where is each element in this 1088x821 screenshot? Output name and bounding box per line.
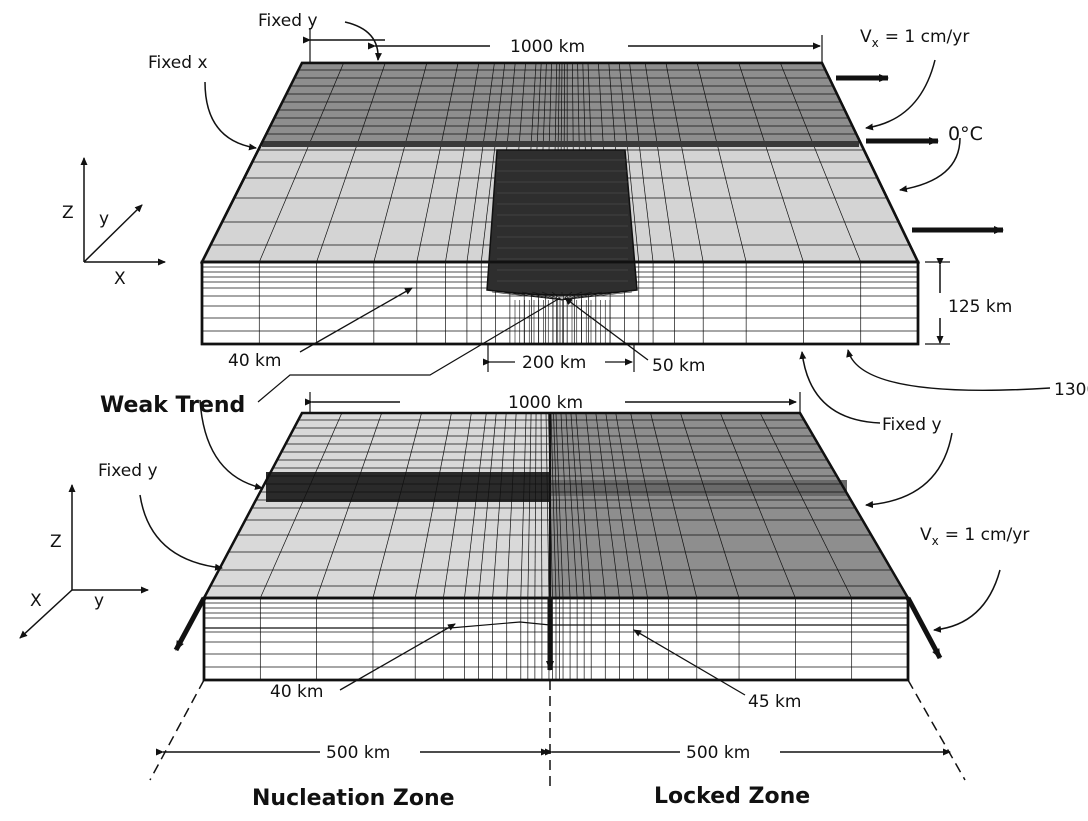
top-surface-column (373, 62, 428, 263)
top-surface-column (258, 62, 344, 263)
label-base-temp: 1300 °C (1054, 380, 1088, 400)
layer-depth-line (204, 621, 908, 629)
label-fixed-x: Fixed x (148, 53, 208, 73)
top-surface-column (780, 62, 862, 263)
weak-zone-fan-line (511, 291, 563, 301)
label-bottom-layer-left: 40 km (270, 682, 323, 702)
top-surface-column (416, 62, 459, 263)
label-surface-temp: 0°C (948, 123, 983, 145)
axis-label-top-y: y (99, 209, 109, 229)
top-surface-column (629, 62, 654, 263)
label-weak-depth: 50 km (652, 356, 705, 376)
top-surface-column (618, 62, 640, 263)
top-surface-column (445, 62, 480, 263)
label-bottom-velocity: Vx = 1 cm/yr (920, 525, 1029, 548)
top-surface-column (696, 62, 747, 263)
axis-label-top-z: Z (62, 203, 74, 223)
weak-zone-fan-line (561, 291, 573, 301)
axis-label-top-x: X (114, 269, 126, 289)
label-bottom-layer-right: 45 km (748, 692, 801, 712)
top-surface-column (480, 62, 506, 263)
weak-zone-fan-line (561, 291, 633, 301)
weak-zone-fan-line (551, 291, 563, 301)
label-bottom-fixed-y: Fixed y (98, 461, 158, 481)
bottom-axis-triad (19, 484, 149, 639)
top-surface-column (316, 62, 386, 263)
top-block (199, 61, 920, 346)
label-top-velocity: Vx = 1 cm/yr (860, 27, 969, 50)
weak-zone-region (486, 149, 638, 296)
bottom-weak-band-left (266, 472, 550, 502)
top-surface-column (665, 62, 704, 263)
axis-label-bottom-z: Z (50, 532, 62, 552)
label-top-fixed-y: Fixed y (258, 11, 318, 31)
axis-label-bottom-y: y (94, 591, 104, 611)
axis-label-bottom-x: X (30, 591, 42, 611)
label-nucleation-zone: Nucleation Zone (252, 786, 455, 811)
weak-zone-fan-line (521, 291, 563, 301)
weak-zone-fan-line (531, 291, 563, 301)
label-top-width: 1000 km (510, 37, 585, 57)
label-depth: 125 km (948, 297, 1012, 317)
label-weak-width: 200 km (522, 353, 586, 373)
label-locked-zone: Locked Zone (654, 784, 810, 809)
label-fixed-y-right: Fixed y (882, 415, 942, 435)
top-surface-column (738, 62, 804, 263)
labels: Fixed y Fixed x 1000 km Vx = 1 cm/yr 0°C … (30, 11, 1088, 811)
bottom-block (201, 411, 911, 790)
label-top-layer-left: 40 km (228, 351, 281, 371)
top-surface-column (466, 62, 495, 263)
annotation-lines (19, 21, 1051, 781)
label-half-right: 500 km (686, 743, 750, 763)
top-weak-band (262, 141, 859, 147)
top-block-back-band (262, 63, 859, 142)
label-bottom-width: 1000 km (508, 393, 583, 413)
top-axis-triad (80, 157, 166, 266)
top-surface-column (644, 62, 675, 263)
label-half-left: 500 km (326, 743, 390, 763)
label-weak-trend: Weak Trend (100, 393, 245, 418)
